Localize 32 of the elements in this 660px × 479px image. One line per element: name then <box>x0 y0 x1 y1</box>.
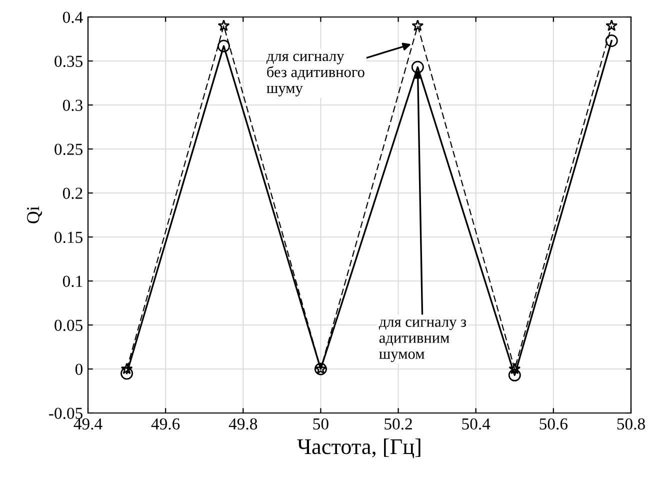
x-tick-label: 50.4 <box>462 418 490 430</box>
point <box>606 20 618 31</box>
y-tick-label: 0.35 <box>54 56 82 68</box>
y-tick-label: 0 <box>75 364 83 375</box>
x-tick-label: 49.6 <box>151 418 180 430</box>
y-tick-label: 0.2 <box>62 188 82 200</box>
x-axis-title: Частота, [Гц] <box>297 438 420 458</box>
point <box>120 362 133 374</box>
y-tick-label: 0.25 <box>54 144 82 156</box>
point <box>508 368 521 382</box>
point <box>120 367 134 380</box>
annotation: для сигналу з адитивним шумом <box>378 320 466 362</box>
y-axis-title: Qi <box>27 206 42 224</box>
y-tick-label: 0.05 <box>54 320 82 332</box>
x-tick-label: 50 <box>313 418 328 430</box>
annotation: для сигналу без адитивного шуму <box>266 54 364 96</box>
y-tick-label: 0.4 <box>62 12 83 24</box>
point <box>218 40 230 52</box>
x-tick-label: 49.4 <box>74 418 102 430</box>
y-tick-label: 0.3 <box>62 100 82 112</box>
y-tick-label: -0.05 <box>49 408 82 420</box>
y-tick-label: 0.1 <box>62 276 82 288</box>
x-tick-label: 49.8 <box>228 418 258 430</box>
y-tick-label: 0.15 <box>54 232 82 244</box>
x-tick-label: 50.6 <box>540 418 568 430</box>
point <box>218 20 230 31</box>
point <box>605 34 618 48</box>
x-tick-label: 50.2 <box>384 418 412 430</box>
point <box>412 20 424 31</box>
point <box>508 362 521 374</box>
x-tick-label: 50.8 <box>617 418 645 430</box>
point <box>411 60 424 74</box>
